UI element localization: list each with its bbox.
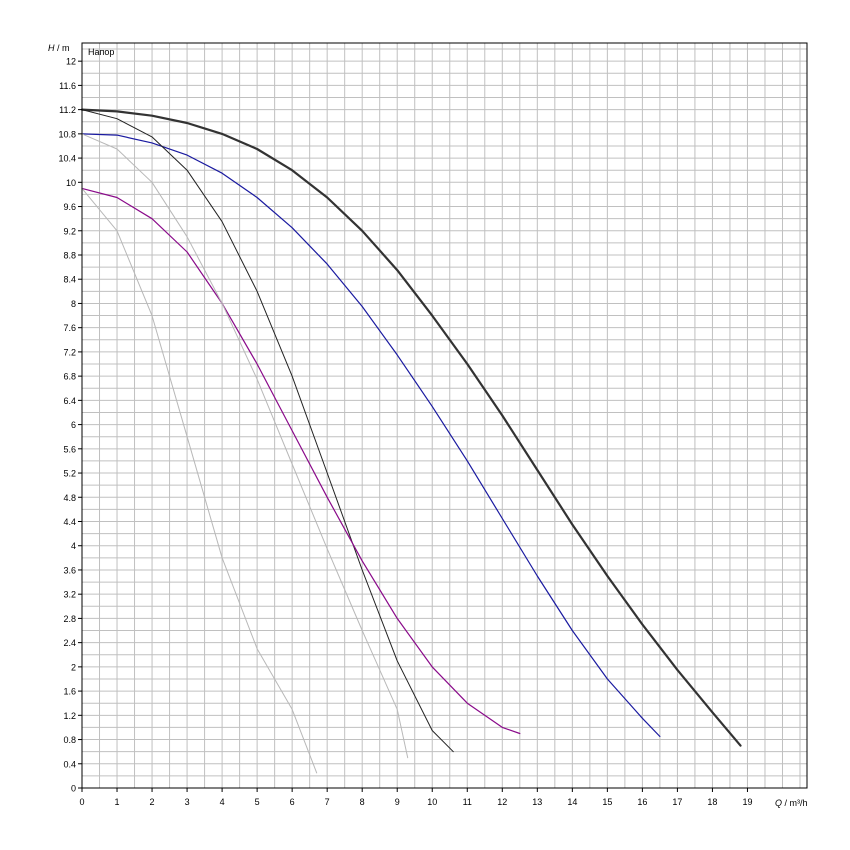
curve-light-2 [81,187,318,774]
y-tick-label: 4 [71,541,76,551]
x-tick-label: 10 [427,797,437,807]
x-axis-label: Q / m³/h [775,798,808,808]
y-axis-variable: H [48,43,55,53]
y-axis-label: H / m [48,43,70,53]
y-tick-labels: 0 0.4 0.8 1.2 1.6 2 2.4 2.8 3.2 3.6 4 4.4 4.8 5.2 5.6 6… [58,57,76,794]
x-axis-variable: Q [775,798,782,808]
y-tick-label: 0 [71,784,76,794]
y-tick-label: 6.8 [63,372,76,382]
x-tick-label: 18 [707,797,717,807]
y-tick-label: 8.8 [63,250,76,260]
y-tick-label: 4.4 [63,517,76,527]
x-tick-label: 4 [220,797,225,807]
y-tick-label: 10.4 [58,154,76,164]
y-tick-label: 11.2 [59,105,76,115]
y-tick-label: 3.2 [63,590,76,600]
plot-frame [81,42,808,789]
x-tick-label: 1 [115,797,120,807]
curve-blue [81,133,661,738]
x-tick-label: 17 [672,797,682,807]
x-tick-label: 11 [463,797,472,807]
y-tick-label: 10 [66,178,76,188]
y-tick-label: 4.8 [63,493,76,503]
x-tick-label: 7 [325,797,330,807]
x-tick-label: 19 [742,797,752,807]
plot-title: Напор [88,47,114,57]
y-tick-label: 0.8 [63,735,76,745]
x-tick-label: 9 [395,797,400,807]
y-tick-label: 8 [71,299,76,309]
y-tick-label: 2.8 [63,614,76,624]
axes [78,42,808,792]
curve-dark [81,109,454,753]
y-tick-label: 5.2 [63,469,76,479]
curve-light-1 [81,133,409,759]
x-tick-labels: 0 1 2 3 4 5 6 7 8 9 10 11 12 13 14 15 16 17 18 19 [79,797,752,807]
x-tick-label: 0 [79,797,84,807]
y-tick-label: 10.8 [58,129,76,139]
x-tick-label: 8 [360,797,365,807]
y-tick-label: 0.4 [63,759,76,769]
y-tick-label: 9.2 [63,226,76,236]
y-tick-label: 9.6 [63,202,76,212]
x-axis-unit: m³/h [790,798,808,808]
x-tick-label: 16 [637,797,647,807]
x-tick-label: 15 [602,797,612,807]
y-tick-label: 12 [66,57,76,67]
x-tick-label: 12 [497,797,507,807]
y-tick-label: 8.4 [63,275,76,285]
y-tick-label: 6.4 [63,396,76,406]
y-tick-label: 7.6 [63,323,76,333]
y-tick-label: 1.2 [63,711,76,721]
y-tick-label: 6 [71,420,76,430]
y-tick-label: 3.6 [63,565,76,575]
y-axis-unit: m [62,43,70,53]
x-axis-separator: / [785,798,790,808]
y-tick-label: 5.6 [63,444,76,454]
curve-max [80,108,742,747]
y-axis-separator: / [57,43,62,53]
x-tick-label: 5 [255,797,260,807]
x-tick-label: 14 [567,797,577,807]
x-tick-label: 2 [150,797,155,807]
y-tick-label: 11.6 [59,81,76,91]
y-tick-label: 7.2 [63,347,76,357]
y-tick-label: 2 [71,662,76,672]
x-tick-label: 6 [290,797,295,807]
y-tick-label: 1.6 [63,687,76,697]
grid-lines [82,43,807,788]
series-curves [80,108,742,774]
y-tick-label: 2.4 [63,638,76,648]
x-tick-label: 13 [532,797,542,807]
x-tick-label: 3 [185,797,190,807]
curve-purple [81,187,521,735]
